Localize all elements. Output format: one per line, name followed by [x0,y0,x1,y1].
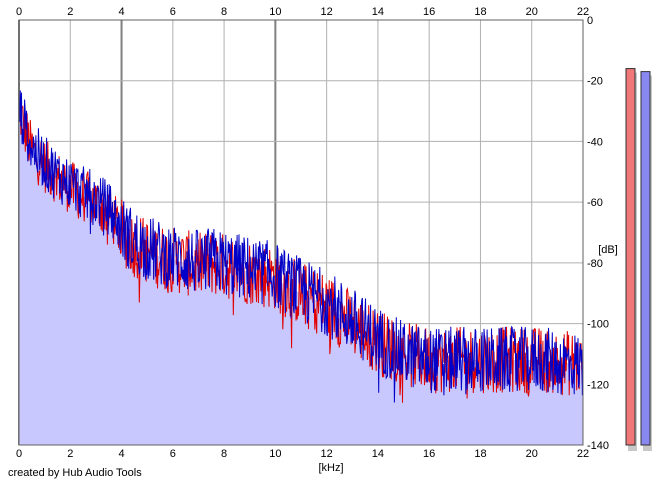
series-line-2 [18,90,584,403]
y-tick-label: -60 [587,197,603,209]
x-tick-label-bottom: 2 [67,448,73,460]
x-tick-label-bottom: 4 [118,448,124,460]
plot-frame [18,19,584,446]
y-tick-label: -100 [587,319,609,331]
x-tick-label-top: 4 [118,6,124,18]
y-tick-label: 0 [587,15,593,27]
level-meter-left [625,68,636,446]
x-tick-label-top: 0 [16,6,22,18]
x-tick-label-top: 12 [321,6,333,18]
level-meter-right [640,71,651,446]
x-tick-label-top: 22 [577,6,589,18]
x-tick-label-bottom: 16 [423,448,435,460]
x-tick-label-top: 14 [372,6,384,18]
credit-text: created by Hub Audio Tools [8,467,142,479]
x-tick-label-top: 18 [474,6,486,18]
x-tick-label-top: 6 [170,6,176,18]
y-tick-label: -140 [587,440,609,452]
x-tick-label-bottom: 0 [16,448,22,460]
x-tick-label-top: 8 [221,6,227,18]
x-tick-label-top: 10 [269,6,281,18]
x-tick-label-bottom: 20 [526,448,538,460]
x-tick-label-bottom: 22 [577,448,589,460]
series-layer [18,90,584,403]
x-tick-label-bottom: 6 [170,448,176,460]
y-axis-label: [dB] [598,244,618,256]
y-tick-label: -80 [587,258,603,270]
x-tick-label-top: 2 [67,6,73,18]
x-tick-label-bottom: 8 [221,448,227,460]
x-tick-label-bottom: 12 [321,448,333,460]
plot-border [18,19,584,446]
y-tick-label: -40 [587,136,603,148]
x-tick-label-top: 16 [423,6,435,18]
y-tick-label: -20 [587,76,603,88]
y-tick-label: -120 [587,379,609,391]
x-tick-label-bottom: 14 [372,448,384,460]
x-axis-label: [kHz] [318,462,343,474]
x-tick-label-bottom: 18 [474,448,486,460]
x-tick-label-top: 20 [526,6,538,18]
tick-labels: 002244668810101212141416161818202022220-… [16,6,609,460]
level-meters [625,68,652,452]
x-tick-label-bottom: 10 [269,448,281,460]
